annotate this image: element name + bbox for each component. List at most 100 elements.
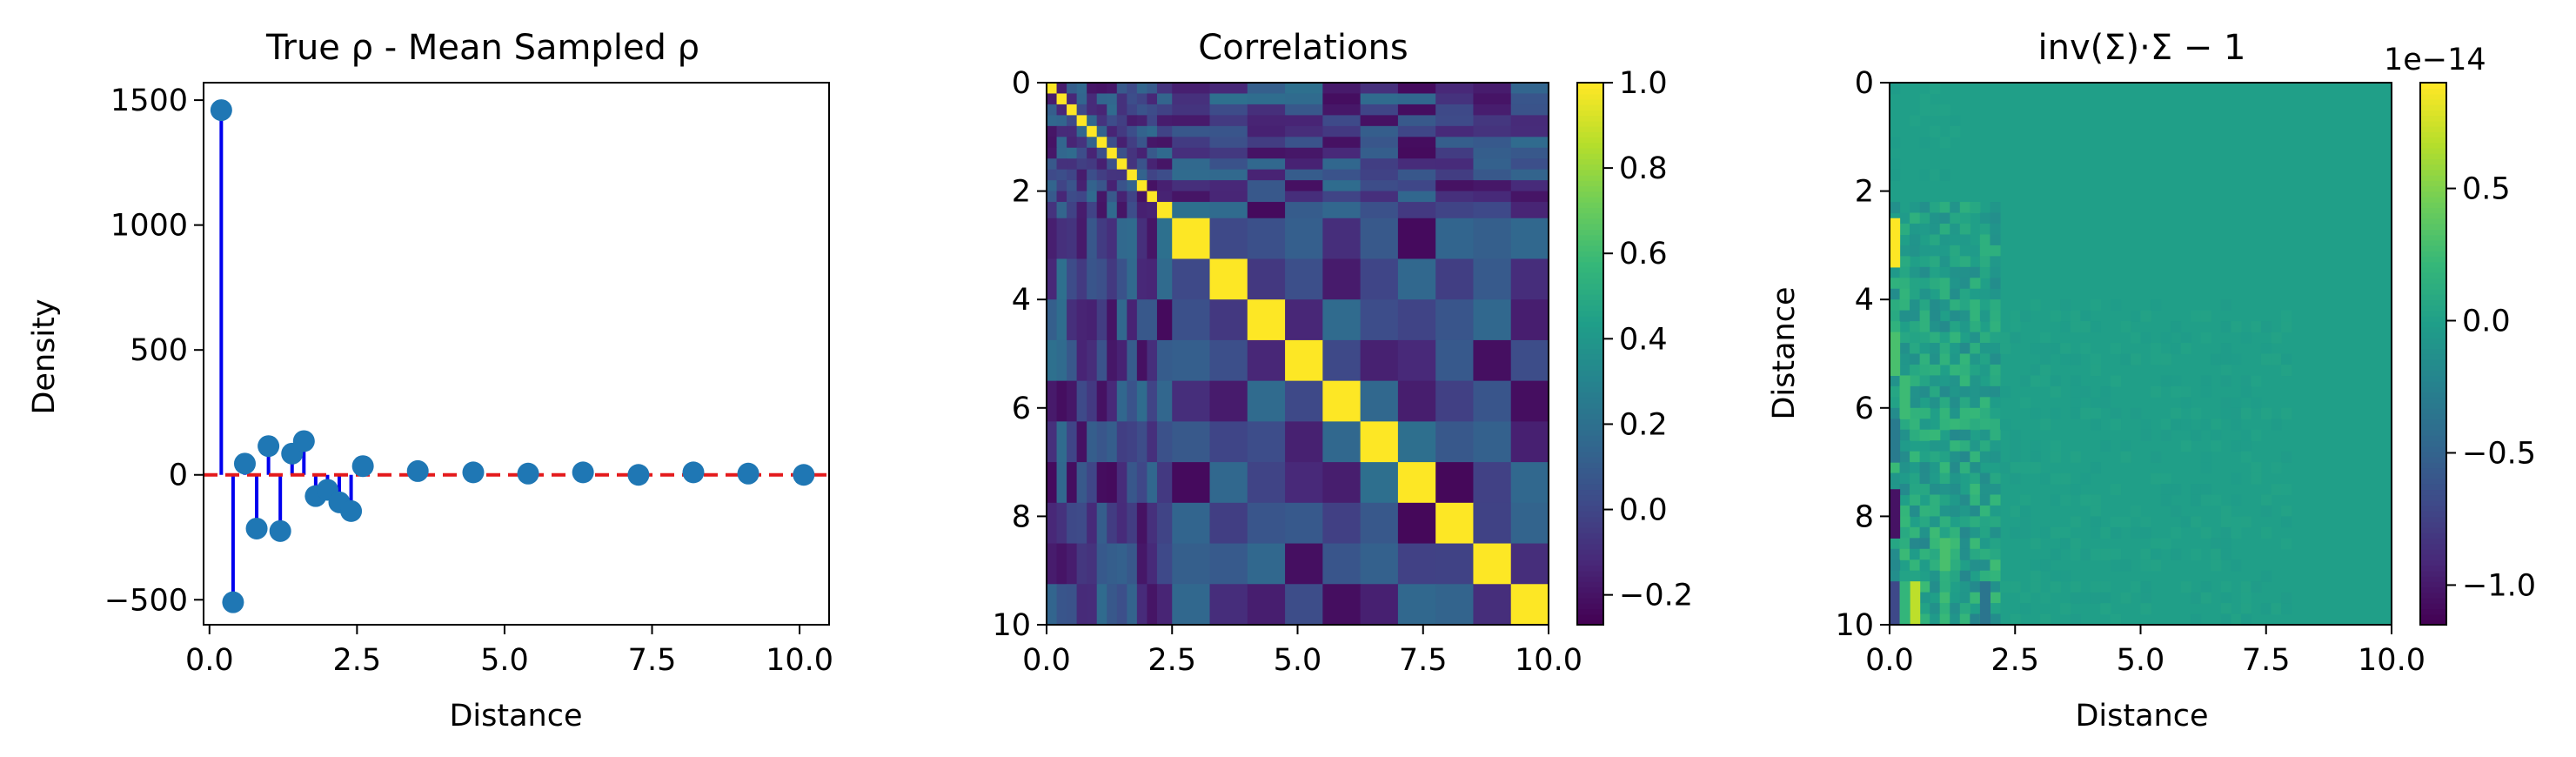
resid-cell [1939,570,1950,582]
resid-cell [2100,548,2111,560]
resid-colorbar-band [2420,147,2446,154]
corr-cell [1156,93,1173,105]
corr-colorbar-band [1577,505,1603,512]
resid-colorbar-tick-label: 0.0 [2462,305,2511,339]
corr-cell [1076,137,1087,149]
resid-cell [2040,332,2051,344]
resid-cell [2080,310,2091,322]
stem-yticks: −500 0 500 1000 1500 [104,84,204,618]
corr-cell [1107,299,1118,341]
resid-cell [1970,364,1981,377]
resid-cell [1910,505,1921,517]
resid-cell [1939,212,1950,224]
resid-cell [1959,581,1970,593]
resid-cell [2130,353,2142,365]
resid-colorbar-band [2420,434,2446,441]
resid-xtick-label: 10.0 [2358,643,2425,678]
corr-cell [1136,584,1147,626]
resid-ytick-label: 6 [1855,392,1874,426]
resid-cell [1990,299,2001,312]
corr-ytick-label: 8 [1012,499,1031,534]
corr-cell [1322,180,1362,192]
resid-cell [1950,364,1961,377]
resid-cell [1999,332,2011,344]
resid-cell [2271,484,2282,496]
resid-cell [1910,548,1921,560]
resid-cell [1939,451,1950,463]
corr-cell [1285,169,1323,181]
corr-cell [1047,104,1058,116]
resid-cell [1939,104,1950,116]
corr-cell [1127,299,1138,341]
resid-cell [1970,245,1981,257]
resid-cell [2050,407,2061,419]
resid-cell [2060,603,2071,615]
corr-cell [1067,147,1078,159]
corr-cell [1209,147,1248,159]
corr-cell [1136,299,1147,341]
resid-cell [1910,332,1921,344]
resid-cell [1970,202,1981,214]
corr-colorbar-band [1577,554,1603,561]
corr-colorbar-band [1577,88,1603,95]
resid-cell [1890,538,1901,550]
corr-cell [1136,218,1147,260]
corr-cell [1209,421,1248,463]
corr-cell [1360,104,1399,116]
corr-ytick-label: 6 [1012,392,1031,426]
resid-cell [1930,83,1941,95]
corr-cell [1096,339,1107,382]
resid-cell [1959,278,1970,290]
resid-cell [2010,451,2021,463]
corr-cell [1047,421,1058,463]
corr-cell [1136,258,1147,300]
resid-cell [1970,462,1981,474]
corr-cell [1360,339,1399,382]
stem-marker [793,464,815,486]
resid-cell [1910,375,1921,387]
corr-cell [1056,339,1067,382]
corr-cell [1056,137,1067,149]
resid-cell [1910,212,1921,224]
resid-colorbar-band [2420,88,2446,95]
corr-cell [1209,202,1248,219]
resid-cell [1990,288,2001,300]
resid-colorbar-band [2420,543,2446,550]
corr-colorbar-band [1577,315,1603,322]
corr-cell [1172,93,1211,105]
resid-cell [1990,278,2001,290]
corr-cell [1136,202,1147,219]
resid-cell [1959,353,1970,365]
stem-ytick-label: 1000 [110,209,188,244]
resid-cell [2251,429,2262,441]
corr-cell [1096,93,1107,105]
corr-cell [1076,543,1087,585]
corr-cell [1247,258,1286,300]
resid-cell [2010,581,2021,593]
corr-cell [1087,115,1098,127]
resid-cell [2040,472,2051,485]
resid-cell [2060,343,2071,355]
resid-cell [2171,548,2182,560]
resid-colorbar-band [2420,407,2446,414]
corr-cell [1510,339,1549,382]
corr-cell [1076,125,1087,137]
corr-cell [1322,380,1362,422]
resid-cell [2271,332,2282,344]
resid-cell [1959,385,1970,398]
resid-cell [1990,570,2001,582]
stem-marker [258,435,280,458]
resid-colorbar-band [2420,288,2446,295]
corr-xticks: 0.0 2.5 5.0 7.5 10.0 [1022,625,1582,678]
resid-cell [1899,212,1910,224]
corr-cell [1360,502,1399,545]
resid-cell [2110,407,2122,419]
resid-cell [1990,332,2001,344]
corr-cell [1209,339,1248,382]
resid-cell [2160,353,2171,365]
resid-cell [1990,256,2001,268]
corr-colorbar-band [1577,603,1603,610]
resid-cell [2110,613,2122,626]
resid-cell [2010,462,2021,474]
corr-colorbar-band [1577,489,1603,496]
